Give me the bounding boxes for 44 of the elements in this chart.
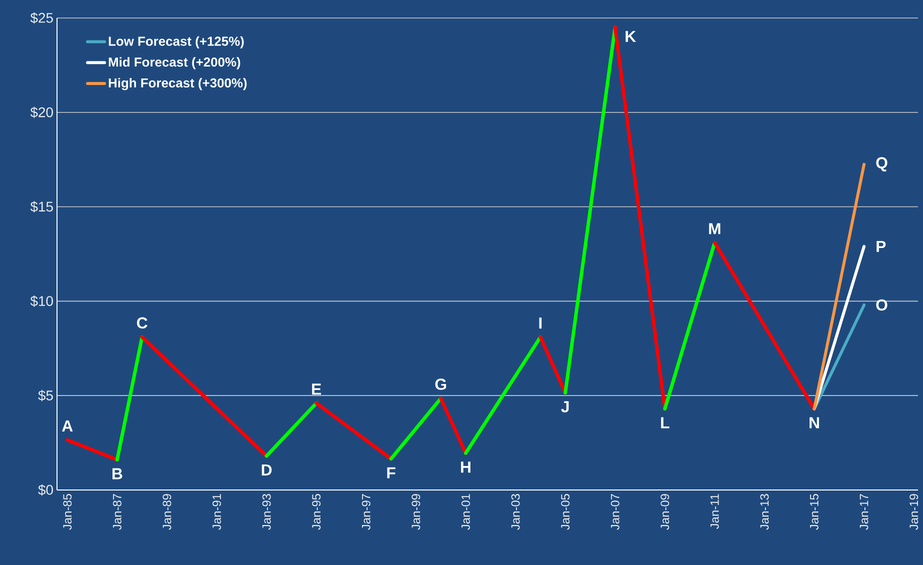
x-tick-label: Jan-99: [412, 494, 420, 530]
annotation: Q: [876, 157, 888, 172]
y-tick-label: $5: [38, 390, 53, 402]
x-tick-label: Jan-11: [710, 494, 719, 529]
x-tick-label: Jan-97: [362, 494, 370, 530]
annotation: K: [626, 30, 636, 42]
annotation: A: [62, 420, 73, 432]
x-tick-label: Jan-17: [860, 494, 868, 530]
annotation: N: [810, 417, 819, 428]
y-tick-label: $10: [30, 296, 53, 307]
annotation: L: [661, 417, 670, 428]
x-tick-label: Jan-87: [112, 494, 122, 530]
legend-label: High Forecast (+300%): [108, 78, 247, 90]
x-tick-label: Jan-09: [660, 494, 670, 530]
annotation: H: [461, 462, 470, 473]
x-tick-label: Jan-13: [760, 494, 769, 530]
annotation: P: [876, 240, 886, 252]
x-tick-label: Jan-19: [910, 494, 918, 530]
x-tick-label: Jan-95: [312, 494, 321, 530]
annotation: O: [876, 299, 888, 311]
x-tick-label: Jan-91: [212, 494, 221, 530]
annotation: C: [136, 317, 148, 329]
x-tick-label: Jan-85: [63, 494, 72, 530]
legend-label: Low Forecast (+125%): [108, 36, 244, 48]
x-tick-label: Jan-07: [610, 494, 620, 530]
y-tick-label: $0: [38, 484, 53, 496]
annotation: J: [561, 401, 569, 412]
x-tick-label: Jan-89: [162, 494, 172, 530]
x-tick-label: Jan-01: [462, 494, 470, 530]
x-tick-label: Jan-03: [511, 494, 520, 530]
x-tick-label: Jan-15: [810, 494, 818, 530]
annotation: D: [262, 464, 272, 476]
annotation: I: [539, 318, 542, 329]
legend-label: Mid Forecast (+200%): [108, 57, 240, 70]
annotation: E: [312, 384, 322, 395]
y-tick-label: $15: [30, 201, 53, 212]
annotation: G: [435, 378, 446, 390]
annotation: F: [387, 467, 396, 478]
y-tick-label: $25: [30, 12, 53, 24]
annotation: B: [112, 468, 122, 480]
annotation: M: [709, 223, 720, 234]
y-tick-label: $20: [30, 106, 53, 118]
x-tick-label: Jan-93: [262, 494, 271, 530]
x-tick-label: Jan-05: [561, 494, 570, 530]
